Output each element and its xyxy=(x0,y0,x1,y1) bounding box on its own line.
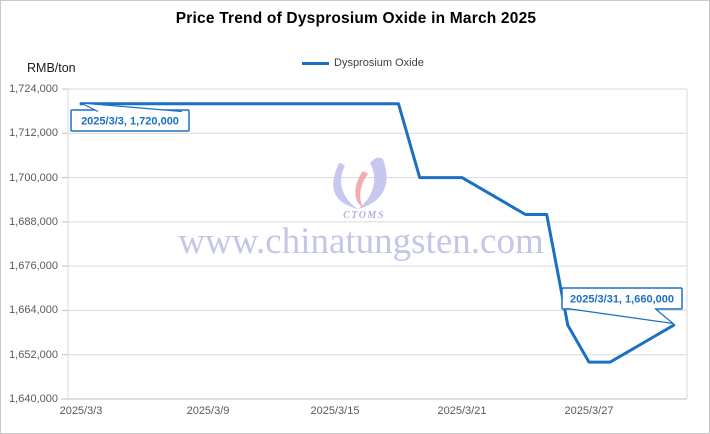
logo-left-petal-icon xyxy=(333,163,358,209)
y-tick-label: 1,700,000 xyxy=(9,171,58,184)
watermark-logo-text: CTOMS xyxy=(343,210,385,221)
annotation-pointer xyxy=(80,102,183,113)
annotation-callout-end: 2025/3/31, 1,660,000 xyxy=(561,287,683,325)
annotation-text-end: 2025/3/31, 1,660,000 xyxy=(570,294,674,306)
legend-line-icon xyxy=(302,61,329,65)
logo-flame-icon xyxy=(355,171,368,208)
y-tick-label: 1,652,000 xyxy=(9,348,58,361)
annotation-text-start: 2025/3/3, 1,720,000 xyxy=(81,116,179,128)
annotation-pointer xyxy=(566,307,676,325)
y-tick-label: 1,724,000 xyxy=(9,83,58,95)
logo-right-petal-icon xyxy=(358,157,387,209)
y-axis-title: RMB/ton xyxy=(27,61,76,75)
x-tick-label: 2025/3/9 xyxy=(186,405,230,417)
legend-label: Dysprosium Oxide xyxy=(334,57,424,69)
y-tick-label: 1,664,000 xyxy=(9,304,58,317)
chart-title: Price Trend of Dysprosium Oxide in March… xyxy=(175,10,537,27)
x-tick-label: 2025/3/3 xyxy=(59,405,103,417)
annotation-callout-start: 2025/3/3, 1,720,000 xyxy=(70,102,190,132)
y-tick-label: 1,688,000 xyxy=(9,215,58,228)
y-tick-label: 1,640,000 xyxy=(9,393,58,405)
y-tick-label: 1,676,000 xyxy=(9,260,58,273)
x-tick-label: 2025/3/21 xyxy=(437,405,487,417)
x-tick-label: 2025/3/27 xyxy=(564,405,614,417)
watermark-url-text: www.chinatungsten.com xyxy=(178,221,544,262)
y-tick-label: 1,712,000 xyxy=(9,127,58,140)
x-tick-label: 2025/3/15 xyxy=(310,405,360,417)
legend: Dysprosium Oxide xyxy=(302,57,424,69)
watermark-logo: CTOMS xyxy=(333,157,387,221)
price-line xyxy=(79,102,676,364)
